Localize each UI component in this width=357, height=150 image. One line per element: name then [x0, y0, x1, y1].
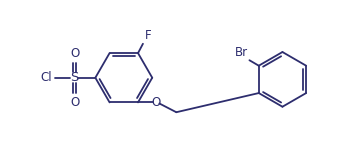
Text: Br: Br — [235, 46, 248, 59]
Text: O: O — [70, 96, 79, 109]
Text: S: S — [70, 71, 79, 84]
Text: O: O — [70, 47, 79, 60]
Text: O: O — [151, 96, 160, 109]
Text: Cl: Cl — [40, 71, 52, 84]
Text: F: F — [145, 29, 151, 42]
